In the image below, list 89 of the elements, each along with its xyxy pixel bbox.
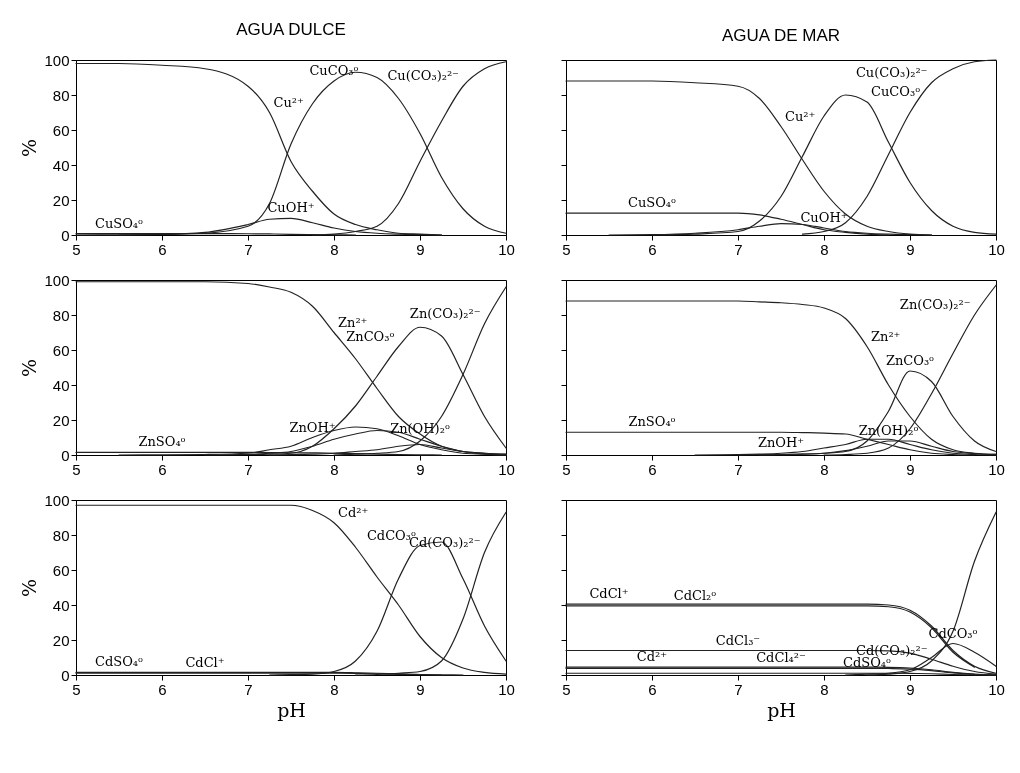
annotation: CuCO₃ᵒ [871, 84, 921, 99]
x-tick-label: 7 [734, 460, 743, 478]
x-tick-label: 6 [158, 680, 167, 698]
y-tick-label: 80 [52, 86, 70, 104]
x-tick-label: 10 [498, 240, 515, 258]
annotation: ZnOH⁺ [757, 435, 805, 451]
y-tick-label: 20 [52, 191, 70, 209]
x-axis-title: pH [277, 698, 306, 721]
annotation: CdSO₄ᵒ [94, 654, 144, 670]
x-tick-label: 8 [820, 460, 829, 478]
y-tick-label: 60 [52, 341, 70, 359]
x-tick-label: 10 [498, 680, 515, 698]
x-tick-label: 9 [906, 680, 915, 698]
y-axis-title: % [18, 138, 41, 158]
annotation: ZnSO₄ᵒ [628, 414, 676, 430]
y-tick-label: 0 [61, 666, 70, 684]
y-tick-label: 40 [52, 596, 70, 614]
x-tick-label: 5 [562, 240, 571, 258]
y-tick-label: 20 [52, 631, 70, 649]
annotation: CuOH⁺ [800, 210, 848, 225]
y-tick-label: 100 [44, 51, 70, 69]
x-tick-label: 7 [244, 680, 253, 698]
x-tick-label: 5 [562, 460, 571, 478]
annotation: CuOH⁺ [267, 200, 315, 216]
annotation: Cu²⁺ [273, 94, 304, 110]
annotation: CdCl⁺ [185, 655, 225, 671]
x-tick-label: 10 [988, 240, 1005, 258]
x-tick-label: 6 [158, 240, 167, 258]
y-tick-label: 40 [52, 156, 70, 174]
x-tick-label: 6 [648, 460, 657, 478]
x-tick-label: 10 [988, 680, 1005, 698]
annotation: ZnOH⁺ [289, 419, 336, 435]
x-tick-label: 8 [330, 460, 339, 478]
x-tick-label: 6 [648, 240, 657, 258]
x-tick-label: 7 [734, 240, 743, 258]
annotation: Cd²⁺ [338, 504, 369, 520]
x-tick-label: 9 [416, 460, 425, 478]
x-tick-label: 5 [72, 240, 81, 258]
x-tick-label: 5 [72, 460, 81, 478]
annotation: Cu(CO₃)₂²⁻ [855, 64, 928, 80]
y-tick-label: 60 [52, 121, 70, 139]
annotation: Zn(CO₃)₂²⁻ [409, 305, 481, 321]
x-tick-label: 10 [498, 460, 515, 478]
x-tick-label: 5 [562, 680, 571, 698]
y-tick-label: 20 [52, 411, 70, 429]
annotation: CdCl₂ᵒ [673, 587, 717, 603]
x-tick-label: 8 [330, 680, 339, 698]
annotation: Cu²⁺ [785, 108, 816, 124]
x-tick-label: 7 [244, 460, 253, 478]
chart-title: AGUA DE MAR [721, 26, 841, 46]
x-tick-label: 5 [72, 680, 81, 698]
annotation: Cd²⁺ [636, 649, 668, 665]
x-axis-title: pH [767, 698, 796, 721]
annotation: CuCO₃ᵒ [309, 63, 359, 78]
x-tick-label: 7 [244, 240, 253, 258]
y-tick-label: 0 [61, 226, 70, 244]
annotation: ZnCO₃ᵒ [885, 353, 935, 368]
x-tick-label: 8 [820, 240, 829, 258]
y-tick-label: 80 [52, 306, 70, 324]
chart-title: AGUA DULCE [236, 20, 346, 39]
x-tick-label: 7 [734, 680, 743, 698]
y-axis-title: % [18, 578, 41, 598]
x-tick-label: 6 [158, 460, 167, 478]
annotation: ZnCO₃ᵒ [346, 328, 395, 344]
x-tick-label: 9 [416, 240, 425, 258]
y-tick-label: 100 [44, 271, 70, 289]
x-tick-label: 8 [330, 240, 339, 258]
annotation: Zn(CO₃)₂²⁻ [899, 297, 971, 312]
y-tick-label: 40 [52, 376, 70, 394]
annotation: Zn²⁺ [338, 314, 368, 330]
x-tick-label: 9 [906, 460, 915, 478]
x-tick-label: 10 [988, 460, 1005, 478]
annotation: CdCl₄²⁻ [756, 650, 806, 666]
x-tick-label: 9 [906, 240, 915, 258]
annotation: Cu(CO₃)₂²⁻ [387, 68, 459, 84]
annotation: CdCl₃⁻ [715, 632, 761, 648]
y-tick-label: 0 [61, 446, 70, 464]
annotation: CuSO₄ᵒ [94, 215, 144, 231]
y-axis-title: % [18, 358, 41, 378]
annotation: ZnSO₄ᵒ [138, 434, 186, 450]
y-tick-label: 80 [52, 526, 70, 544]
x-tick-label: 9 [416, 680, 425, 698]
x-tick-label: 6 [648, 680, 657, 698]
y-tick-label: 60 [52, 561, 70, 579]
annotation: Zn²⁺ [871, 328, 901, 344]
annotation: CdCl⁺ [589, 586, 629, 602]
annotation: CuSO₄ᵒ [627, 195, 677, 211]
y-tick-label: 100 [44, 491, 70, 509]
x-tick-label: 8 [820, 680, 829, 698]
